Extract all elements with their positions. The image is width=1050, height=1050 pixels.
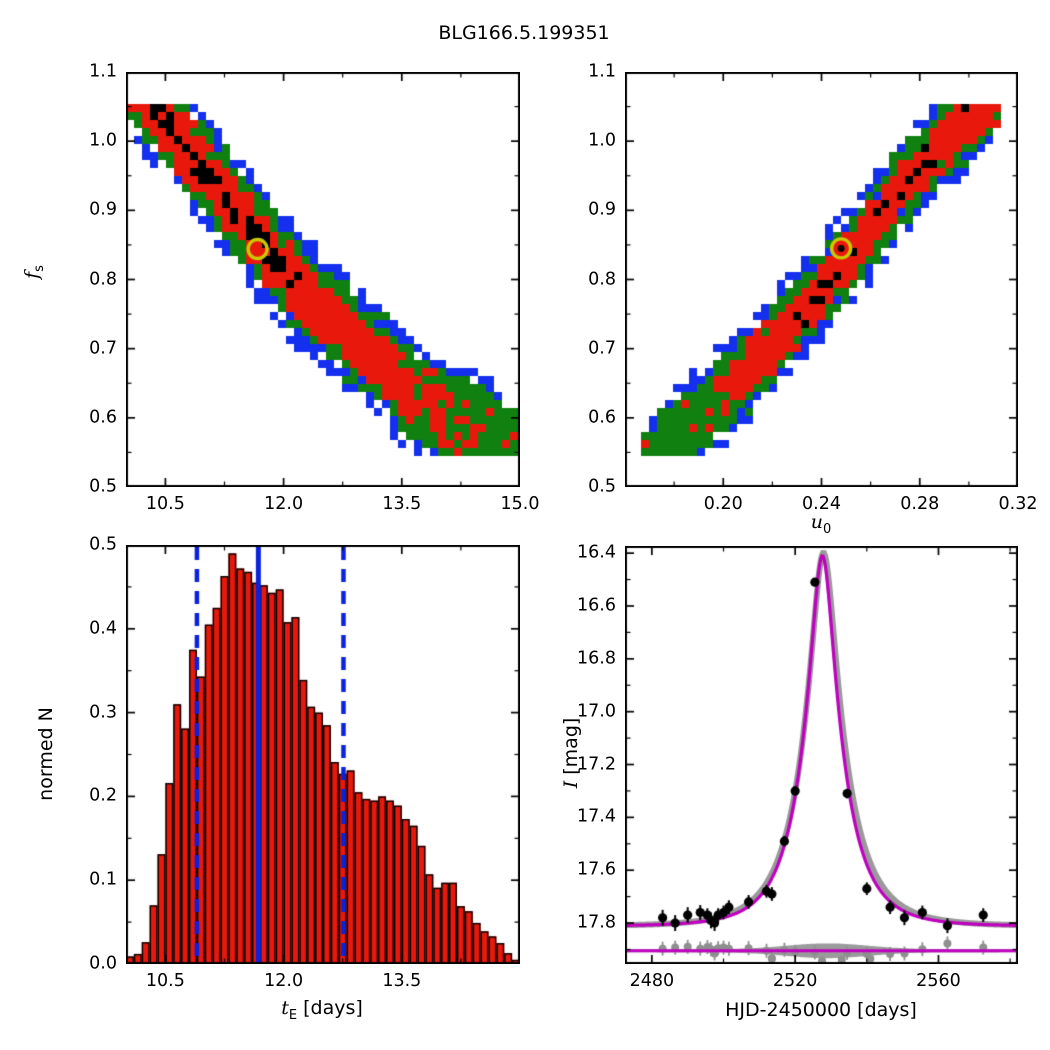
tick-label-y-br-16.8: 16.8 (577, 648, 616, 669)
tick-label-y-tl-1.1: 1.1 (89, 61, 117, 82)
y-axis-label-fs-left: fs (21, 265, 47, 279)
tick-label-x-tl-10.5: 10.5 (145, 494, 185, 514)
tick-label-y-bl-0.1: 0.1 (89, 869, 117, 890)
tick-label-y-tr-0.9: 0.9 (588, 199, 616, 220)
figure-title: BLG166.5.199351 (438, 22, 610, 44)
tick-label-y-tr-1.1: 1.1 (588, 61, 616, 82)
tick-label-x-tr-0.28: 0.28 (900, 494, 940, 514)
tick-label-x-bl-12.0: 12.0 (264, 971, 304, 991)
tick-label-x-br-2480: 2480 (629, 971, 675, 991)
tick-label-y-br-17.8: 17.8 (577, 912, 616, 933)
x-axis-label-u0: u0 (810, 511, 832, 537)
tick-label-x-br-2560: 2560 (916, 971, 961, 991)
x-axis-label-te-days: tE [days] (281, 997, 363, 1023)
tick-label-x-tr-0.32: 0.32 (998, 494, 1038, 514)
tick-label-x-br-2520: 2520 (772, 971, 818, 991)
x-axis-label-hjd: HJD-2450000 [days] (725, 999, 917, 1021)
tick-label-x-bl-13.5: 13.5 (382, 971, 422, 991)
tick-label-y-bl-0.4: 0.4 (89, 618, 117, 639)
tick-label-x-bl-10.5: 10.5 (145, 971, 185, 991)
tick-label-x-tl-15.0: 15.0 (500, 494, 540, 514)
tick-label-x-tr-0.24: 0.24 (802, 494, 841, 514)
tick-label-y-br-17.6: 17.6 (577, 859, 616, 880)
tick-label-y-tr-0.7: 0.7 (588, 338, 616, 359)
tick-label-x-tl-13.5: 13.5 (382, 494, 422, 514)
tick-label-y-tr-0.5: 0.5 (588, 476, 616, 497)
tick-label-y-br-17.0: 17.0 (577, 701, 616, 722)
tick-label-y-br-16.4: 16.4 (577, 542, 616, 563)
tick-label-y-tl-0.7: 0.7 (89, 338, 117, 359)
tick-label-y-br-17.4: 17.4 (577, 806, 616, 827)
panel-fs-vs-u0 (625, 72, 1018, 487)
tick-label-x-tl-12.0: 12.0 (264, 494, 304, 514)
tick-label-y-tr-1.0: 1.0 (588, 130, 616, 151)
tick-label-y-tr-0.8: 0.8 (588, 269, 616, 289)
y-axis-label-i-mag: I [mag] (560, 717, 582, 789)
panel-lightcurve (625, 546, 1018, 964)
tick-label-x-tr-0.20: 0.20 (703, 494, 743, 514)
tick-label-y-tr-0.6: 0.6 (588, 407, 616, 428)
tick-label-y-tl-1.0: 1.0 (89, 130, 117, 151)
panel-fs-vs-te (126, 72, 520, 487)
tick-label-y-tl-0.9: 0.9 (89, 199, 117, 220)
y-axis-label-normed-n: normed N (35, 707, 57, 801)
tick-label-y-br-16.6: 16.6 (577, 595, 616, 616)
tick-label-y-tl-0.8: 0.8 (89, 269, 117, 289)
tick-label-y-tl-0.6: 0.6 (89, 407, 117, 428)
tick-label-y-bl-0.5: 0.5 (89, 534, 117, 555)
tick-label-y-br-17.2: 17.2 (577, 754, 616, 774)
tick-label-y-bl-0.2: 0.2 (89, 785, 117, 806)
tick-label-y-tl-0.5: 0.5 (89, 476, 117, 497)
tick-label-y-bl-0.0: 0.0 (89, 953, 117, 974)
panel-te-histogram (126, 545, 520, 964)
tick-label-y-bl-0.3: 0.3 (89, 702, 117, 723)
